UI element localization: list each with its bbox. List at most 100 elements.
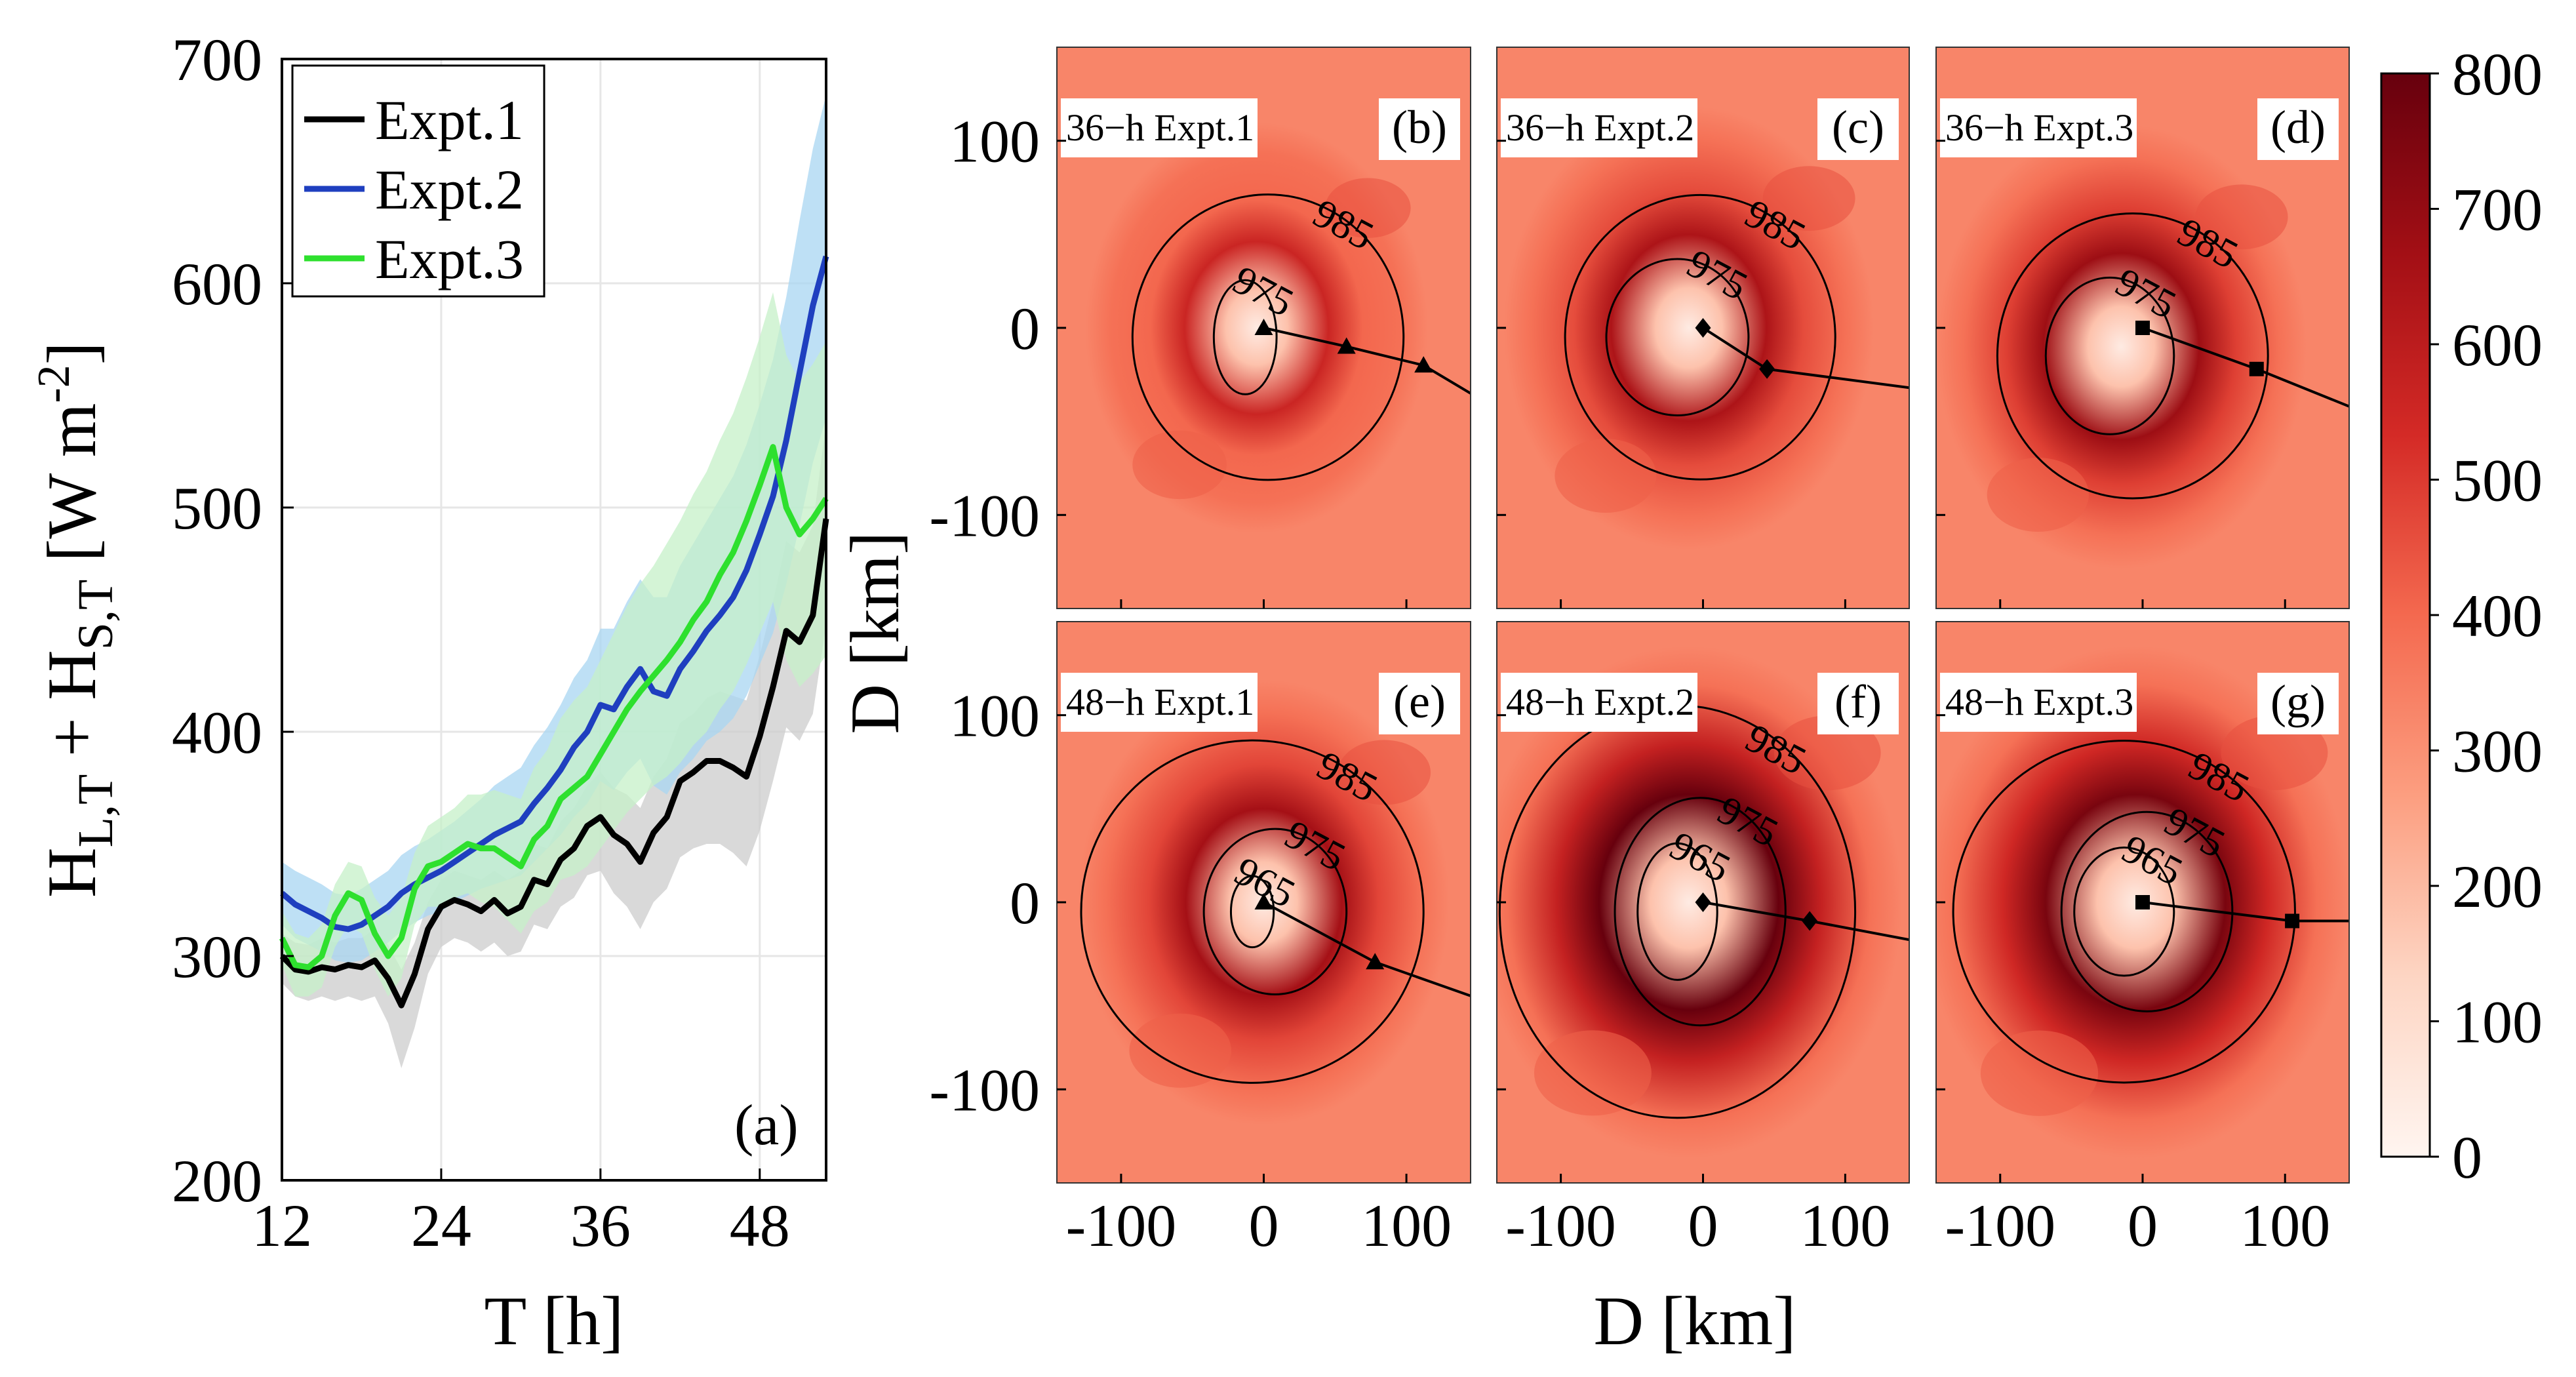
- pressure-contour: [1636, 842, 1718, 981]
- panel-title-bg: [1061, 673, 1258, 732]
- panel-label-bg: [1379, 673, 1460, 734]
- colorbar-gradient: [2380, 72, 2431, 1158]
- pressure-contour: [2044, 276, 2175, 435]
- series-line-expt2: [280, 255, 829, 932]
- track-marker: [1366, 953, 1385, 970]
- heat-patch: [1762, 166, 1855, 231]
- panel-title-bg: [1501, 673, 1697, 732]
- panel-title-text: 36−h Expt.2: [1506, 106, 1694, 149]
- tick-labels: 12 24 36 48 200 300 400 500 600 700: [172, 26, 790, 1259]
- line-chart-panel: 12 24 36 48 200 300 400 500 600 700 Expt.1 Expt.2…: [29, 26, 829, 1359]
- panel-title: 36−h Expt.2: [1501, 98, 1697, 157]
- y-tick-label: 400: [172, 699, 262, 766]
- panel-title-text: 48−h Expt.1: [1066, 681, 1254, 723]
- panel-title-text: 36−h Expt.1: [1066, 106, 1254, 149]
- panel-label: (d): [2270, 101, 2326, 153]
- colorbar-tick-label: 300: [2452, 718, 2543, 785]
- y-label-end: ]: [33, 342, 110, 365]
- pressure-contour: [1952, 740, 2296, 1084]
- panel-label-bg: [2257, 98, 2339, 160]
- track-marker: [2135, 895, 2150, 909]
- panel-title-text: 48−h Expt.3: [1945, 681, 2133, 723]
- plot-frame: [281, 58, 827, 1182]
- track-marker: [1695, 892, 1711, 912]
- heat-patch: [1338, 740, 1431, 805]
- panel-label: (g): [2270, 675, 2326, 728]
- track-marker: [1759, 359, 1775, 379]
- x-tick-label: -100: [1945, 1192, 2055, 1259]
- x-tick-label: 100: [1800, 1192, 1890, 1259]
- y-tick-label: 200: [172, 1148, 262, 1214]
- colorbar-tick-label: 600: [2452, 311, 2543, 378]
- track-marker: [2249, 361, 2264, 376]
- colorbar-tick-label: 0: [2452, 1124, 2482, 1191]
- colorbar-tick-label: 200: [2452, 853, 2543, 920]
- pressure-contour: [1212, 279, 1278, 395]
- band-expt3: [282, 292, 826, 997]
- x-tick-label: 48: [730, 1192, 790, 1259]
- y-tick-label: -100: [929, 1056, 1040, 1123]
- colorbar-tick-label: 100: [2452, 989, 2543, 1056]
- x-tick-label: 36: [570, 1192, 631, 1259]
- panel-title: 36−h Expt.3: [1940, 98, 2137, 157]
- y-label-mid: + H: [33, 650, 110, 774]
- track-marker: [2285, 913, 2300, 928]
- panel-label: (b): [1392, 101, 1447, 153]
- panel-title-bg: [1940, 98, 2137, 157]
- panel-label-bg: [1817, 98, 1899, 160]
- track-marker: [1254, 893, 1273, 909]
- panel-title-bg: [1940, 673, 2137, 732]
- colorbar-tick-label: 700: [2452, 176, 2543, 243]
- map-y-axis-label: D [km]: [837, 531, 913, 734]
- y-label-unit: [W m: [33, 403, 110, 580]
- pressure-contour: [2073, 847, 2175, 977]
- panel-title-text: 36−h Expt.3: [1945, 106, 2133, 149]
- heat-patch: [1534, 1030, 1652, 1116]
- x-tick-label: 0: [2128, 1192, 2158, 1259]
- x-tick-label: -100: [1066, 1192, 1177, 1259]
- heat-patch: [1555, 439, 1657, 513]
- heat-patch: [1132, 430, 1227, 500]
- panel-label-bg: [1817, 673, 1899, 734]
- panel-title: 48−h Expt.2: [1501, 673, 1697, 732]
- heat-patch: [1987, 457, 2089, 532]
- storm-track: [1263, 327, 1471, 395]
- y-tick-label: 700: [172, 26, 262, 93]
- y-label-h: H: [33, 847, 110, 898]
- y-tick-label: 0: [1010, 869, 1040, 936]
- pressure-contour: [1229, 875, 1275, 949]
- panel-title: 48−h Expt.3: [1940, 673, 2137, 732]
- pressure-contour: [1080, 739, 1425, 1084]
- series-line-expt3: [279, 444, 829, 970]
- colorbar-tick-label: 800: [2452, 41, 2543, 108]
- y-tick-label: 100: [949, 108, 1040, 175]
- x-tick-label: 0: [1688, 1192, 1718, 1259]
- x-tick-label: -100: [1505, 1192, 1616, 1259]
- heat-patch: [1325, 178, 1411, 238]
- pressure-contour: [1996, 212, 2269, 500]
- pressure-contour: [1564, 193, 1836, 481]
- panel-label-a: (a): [734, 1094, 799, 1157]
- y-axis-label: HL,T + HS,T [W m-2]: [29, 342, 123, 898]
- panel-label: (f): [1834, 675, 1882, 728]
- colorbar-tick-label: 400: [2452, 582, 2543, 649]
- band-expt1: [282, 422, 826, 1068]
- pressure-contour: [1614, 797, 1787, 1027]
- colorbar: 0 100 200 300 400 500 600 700 800: [2380, 41, 2543, 1191]
- x-tick-label: 12: [252, 1192, 312, 1259]
- y-tick-label: 500: [172, 475, 262, 542]
- y-label-exp: -2: [29, 365, 79, 403]
- pressure-contour: [1131, 193, 1405, 481]
- y-label-sub2: S,T: [68, 580, 123, 650]
- pressure-contour: [2060, 810, 2234, 1012]
- panel-label: (e): [1393, 675, 1446, 728]
- panel-label-bg: [1379, 98, 1460, 160]
- pressure-contour: [1202, 828, 1348, 995]
- track-marker: [1254, 319, 1273, 335]
